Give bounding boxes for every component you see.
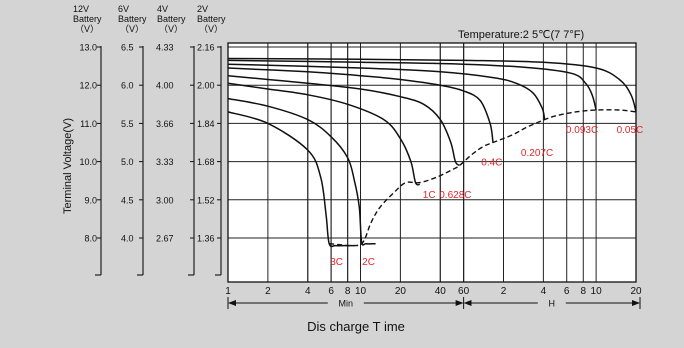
x-tick-label-0: 1 bbox=[225, 286, 231, 297]
discharge-curves bbox=[227, 57, 637, 248]
x-tick-label-4: 8 bbox=[345, 286, 351, 297]
curve-2C bbox=[227, 97, 376, 246]
voltage-tick-label-3-3: 1.68 bbox=[197, 157, 215, 167]
min-segment-label: Min bbox=[339, 299, 354, 309]
voltage-tick-label-2-1: 4.00 bbox=[156, 81, 174, 91]
voltage-tick-label-1-2: 5.5 bbox=[121, 119, 134, 129]
voltage-tick-label-2-2: 3.66 bbox=[156, 119, 174, 129]
voltage-tick-label-0-4: 9.0 bbox=[84, 195, 97, 205]
axis-header-2-2: （V） bbox=[159, 24, 183, 34]
curve-3C bbox=[227, 111, 355, 248]
curve-0_4C bbox=[227, 67, 494, 143]
x-tick-label-1: 2 bbox=[265, 286, 271, 297]
x-tick-label-10: 4 bbox=[541, 286, 547, 297]
voltage-tick-label-0-5: 8.0 bbox=[84, 234, 97, 244]
curve-0_05C bbox=[227, 57, 637, 113]
axis-header-3-1: Battery bbox=[197, 14, 226, 24]
x-tick-label-3: 6 bbox=[328, 286, 334, 297]
voltage-tick-label-3-2: 1.84 bbox=[197, 119, 215, 129]
voltage-axes: 12VBattery（V）13.012.011.010.09.08.06VBat… bbox=[73, 4, 226, 276]
axis-header-0-0: 12V bbox=[73, 4, 89, 14]
x-tick-label-6: 20 bbox=[395, 286, 407, 297]
axis-header-0-1: Battery bbox=[73, 14, 102, 24]
voltage-tick-label-0-3: 10.0 bbox=[79, 157, 97, 167]
x-tick-label-13: 10 bbox=[591, 286, 603, 297]
voltage-tick-label-1-1: 6.0 bbox=[121, 81, 134, 91]
plot-border bbox=[227, 42, 637, 283]
axis-header-2-0: 4V bbox=[157, 4, 168, 14]
voltage-tick-label-2-5: 2.67 bbox=[156, 234, 174, 244]
curve-labels: 3C 2C 1C 0.628C 0.4C 0.207C 0.093C 0.05C bbox=[330, 125, 643, 268]
voltage-tick-label-3-0: 2.16 bbox=[197, 43, 215, 53]
axis-header-3-2: （V） bbox=[199, 24, 223, 34]
curve-label-0_207C: 0.207C bbox=[521, 148, 553, 159]
x-tick-label-2: 4 bbox=[305, 286, 311, 297]
plot-area bbox=[228, 43, 636, 282]
voltage-tick-label-3-4: 1.52 bbox=[197, 195, 215, 205]
voltage-tick-label-2-4: 3.00 bbox=[156, 195, 174, 205]
curve-label-3C: 3C bbox=[330, 257, 343, 268]
curve-0_093C bbox=[227, 59, 597, 111]
voltage-tick-label-3-1: 2.00 bbox=[197, 81, 215, 91]
voltage-tick-label-1-5: 4.0 bbox=[121, 234, 134, 244]
voltage-tick-label-3-5: 1.36 bbox=[197, 234, 215, 244]
x-tick-label-5: 10 bbox=[355, 286, 367, 297]
temperature-label: Temperature:2 5℃(7 7°F) bbox=[458, 29, 584, 41]
curve-label-0_628C: 0.628C bbox=[439, 190, 471, 201]
x-tick-label-9: 2 bbox=[501, 286, 507, 297]
axis-header-1-1: Battery bbox=[118, 14, 147, 24]
voltage-tick-label-1-3: 5.0 bbox=[121, 157, 134, 167]
voltage-tick-label-0-2: 11.0 bbox=[80, 119, 97, 129]
curve-0_207C bbox=[227, 63, 546, 120]
axis-header-1-0: 6V bbox=[118, 4, 129, 14]
voltage-tick-label-1-0: 6.5 bbox=[121, 43, 134, 53]
voltage-tick-label-0-0: 13.0 bbox=[79, 43, 97, 53]
x-axis-label: Dis charge T ime bbox=[307, 319, 405, 334]
x-tick-label-14: 20 bbox=[630, 286, 642, 297]
curve-0_628C bbox=[227, 74, 461, 167]
curve-label-0_4C: 0.4C bbox=[481, 158, 502, 169]
curve-label-1C: 1C bbox=[423, 190, 436, 201]
x-tick-label-12: 8 bbox=[580, 286, 586, 297]
voltage-tick-label-2-3: 3.33 bbox=[156, 157, 174, 167]
voltage-tick-label-0-1: 12.0 bbox=[79, 81, 97, 91]
curve-label-2C: 2C bbox=[362, 257, 375, 268]
voltage-tick-label-2-0: 4.33 bbox=[156, 43, 174, 53]
y-axis-label: Terminal Voltage(V) bbox=[62, 118, 74, 214]
curve-1C bbox=[227, 82, 421, 186]
voltage-tick-label-1-4: 4.5 bbox=[121, 195, 134, 205]
x-tick-label-8: 60 bbox=[458, 286, 470, 297]
axis-header-1-2: （V） bbox=[120, 24, 144, 34]
axis-header-0-2: （V） bbox=[75, 24, 99, 34]
curve-label-0_093C: 0.093C bbox=[566, 125, 598, 136]
end-voltage-curve bbox=[329, 109, 637, 247]
axis-header-2-1: Battery bbox=[157, 14, 186, 24]
curve-label-0_05C: 0.05C bbox=[617, 125, 644, 136]
axis-header-3-0: 2V bbox=[197, 4, 208, 14]
x-tick-label-11: 6 bbox=[564, 286, 570, 297]
x-tick-label-7: 40 bbox=[435, 286, 447, 297]
hour-segment-label: H bbox=[549, 299, 556, 309]
